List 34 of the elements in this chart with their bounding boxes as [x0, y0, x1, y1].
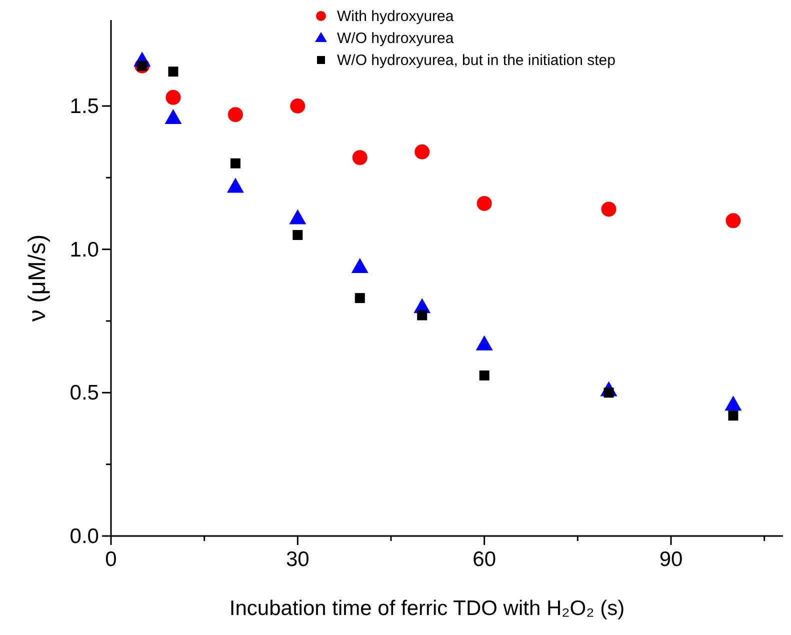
point	[414, 144, 430, 160]
point	[601, 202, 616, 217]
y-tick-label: 1.5	[70, 95, 99, 118]
y-tick-label: 1.0	[70, 238, 99, 262]
legend-label: With hydroxyurea	[337, 8, 454, 25]
point	[164, 108, 182, 124]
x-tick-label: 90	[659, 548, 683, 571]
legend-label: W/O hydroxyurea	[337, 30, 454, 47]
point	[726, 213, 741, 228]
point	[292, 230, 303, 240]
point	[230, 158, 240, 168]
point	[728, 410, 738, 421]
point	[166, 90, 181, 105]
x-tick-label: 0	[105, 548, 117, 571]
point	[479, 370, 490, 380]
y-tick-label: 0.5	[70, 382, 99, 405]
point	[417, 310, 428, 320]
point	[290, 98, 306, 114]
text: 0.0	[70, 525, 99, 548]
point	[724, 396, 742, 411]
x-tick-label: 30	[286, 548, 310, 571]
point	[476, 335, 493, 350]
y-axis-title: ν (μM/s)	[24, 234, 51, 322]
legend-label: W/O hydroxyurea, but in the initiation step	[337, 52, 616, 69]
x-axis-title: Incubation time of ferric TDO with H₂O₂ (s)	[229, 597, 625, 620]
point	[228, 107, 243, 122]
point	[289, 209, 306, 224]
point	[351, 258, 368, 274]
point	[352, 150, 368, 166]
point	[476, 196, 492, 211]
x-tick-label: 60	[472, 548, 496, 571]
point	[168, 66, 178, 77]
point	[354, 293, 365, 304]
point	[226, 178, 244, 193]
